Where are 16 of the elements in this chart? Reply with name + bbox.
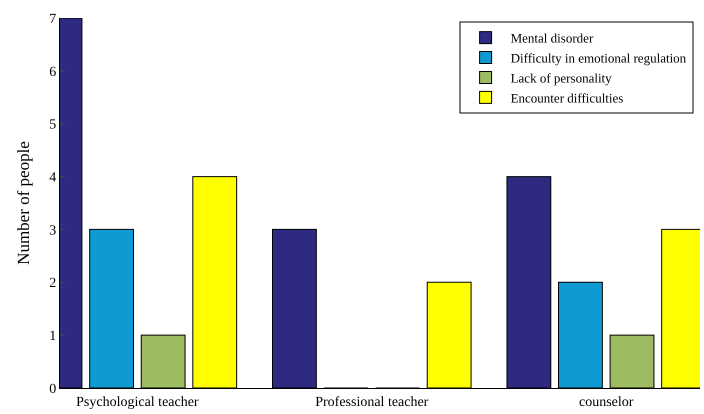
y-axis-title: Number of people: [14, 141, 33, 265]
y-tick-label: 4: [49, 170, 56, 186]
x-tick-label: Professional teacher: [315, 394, 429, 410]
x-tick-label: counselor: [579, 394, 634, 410]
x-tick-label: Psychological teacher: [76, 394, 199, 410]
y-tick-label: 0: [49, 382, 56, 397]
y-tick-label: 6: [49, 64, 56, 80]
legend-label: Difficulty in emotional regulation: [510, 50, 687, 66]
y-tick-label: 3: [49, 223, 56, 238]
y-tick-label: 2: [49, 276, 56, 292]
legend-label: Encounter difficulties: [510, 90, 624, 106]
y-tick-label: 1: [49, 329, 56, 344]
legend-label: Mental disorder: [510, 30, 594, 46]
legend-label: Lack of personality: [510, 70, 612, 86]
y-tick-label: 5: [49, 118, 56, 133]
y-tick-label: 7: [49, 12, 56, 27]
